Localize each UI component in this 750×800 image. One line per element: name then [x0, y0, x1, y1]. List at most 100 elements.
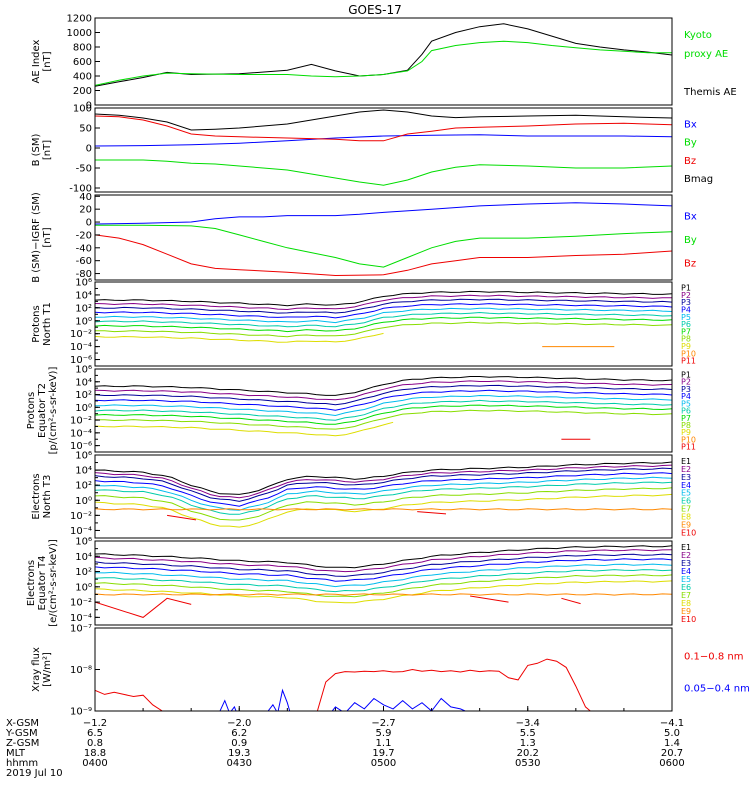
xray-plot-area	[95, 658, 592, 711]
pn-legend-entry: P2	[681, 291, 691, 300]
x-row-value: 0.9	[231, 738, 247, 749]
bigrf-ytick-label: 20	[79, 205, 92, 216]
pn-ytick-label: 10⁴	[75, 290, 92, 301]
x-row-value: 19.3	[228, 748, 250, 759]
pe-ylabel-line: Protons	[26, 392, 37, 429]
x-row-value: 5.0	[664, 728, 680, 739]
x-row-value: 20.7	[661, 748, 683, 759]
ee-frame	[94, 540, 673, 626]
en-plot-area	[95, 461, 672, 528]
x-row-value: 0600	[659, 758, 684, 769]
pn-ytick-label: 10⁻²	[70, 329, 92, 340]
ae-ylabel-line: AE Index	[31, 39, 42, 83]
en-legend-entry: E10	[681, 528, 696, 537]
en-ylabel: ElectronsNorth T3	[31, 473, 53, 519]
x-row-label: X-GSM	[6, 718, 39, 729]
bsm-ylabel: B (SM)[nT]	[31, 133, 53, 166]
bsm-frame	[94, 107, 673, 193]
en-segment-1	[167, 514, 197, 521]
en-legend-entry: E3	[681, 473, 691, 482]
pe-ytick-label: 10⁻⁶	[70, 441, 92, 452]
bigrf-ytick-label: -20	[76, 230, 92, 241]
en-legend-entry: E7	[681, 505, 691, 514]
pn-channel-2-line	[95, 294, 672, 311]
pn-channel-1-line	[95, 290, 672, 307]
bigrf-plot-area	[95, 202, 672, 277]
ee-legend-entry: E8	[681, 599, 691, 608]
bsm-ytick-label: 0	[86, 144, 92, 155]
xray-frame	[94, 627, 673, 712]
ee-channel-3-line	[95, 553, 672, 577]
en-channel-1-line	[95, 461, 672, 495]
ee-legend-entry: E5	[681, 575, 691, 584]
pn-plot-area	[95, 290, 672, 348]
pn-ylabel: ProtonsNorth T1	[31, 302, 53, 346]
en-legend-entry: E4	[681, 481, 691, 490]
xray-ytick-label: 10⁻⁷	[70, 624, 92, 635]
ae-plot-area	[95, 23, 672, 87]
bigrf-ytick-label: -80	[76, 269, 92, 280]
bsm-ytick-label: 100	[73, 104, 92, 115]
bsm-ytick-label: -50	[76, 164, 92, 175]
pe-channel-2-line	[95, 380, 672, 401]
bigrf-frame	[94, 194, 673, 281]
pe-legend-entry: P4	[681, 392, 691, 401]
bsm-ytick-label: 50	[79, 124, 92, 135]
ee-ylabel-line: [e/(cm²-s-sr-keV)]	[48, 539, 59, 627]
ee-legend-entry: E3	[681, 559, 691, 568]
pe-channel-5-line	[95, 394, 672, 417]
pn-legend-entry: P5	[681, 313, 691, 322]
en-channel-4-line	[95, 472, 672, 507]
pe-channel-1-line	[95, 376, 672, 396]
xray-series-1-line	[95, 658, 592, 711]
x-row-label: hhmm	[6, 758, 38, 769]
ae-ytick-label: 200	[73, 86, 92, 97]
pn-legend-entry: P7	[681, 327, 691, 336]
ee-legend-entry: E2	[681, 551, 691, 560]
xray-ylabel: Xray flux[W/m²]	[31, 647, 53, 692]
pe-frame	[94, 368, 673, 453]
en-channel-5-line	[95, 476, 672, 511]
pn-channel-7-line	[95, 316, 672, 333]
bsm-legend-entry: By	[684, 138, 697, 149]
ae-frame	[94, 17, 673, 106]
panel-bsm: -100 -50 0 50 100 B (SM)[nT] Bx By Bz Bmag	[31, 104, 713, 195]
pn-legend-entry: P4	[681, 305, 691, 314]
ae-ytick-label: 1200	[67, 14, 92, 25]
ee-ytick-label: 10⁰	[75, 582, 92, 593]
x-row-label: Y-GSM	[5, 728, 38, 739]
pn-ytick-label: 10⁰	[75, 316, 92, 327]
date-label: 2019 Jul 10	[6, 768, 63, 779]
bsm-legend-entry: Bx	[684, 119, 697, 130]
bsm-series-4-line	[95, 115, 672, 142]
pe-legend-entry: P6	[681, 407, 691, 416]
x-row-value: 1.3	[520, 738, 536, 749]
ae-ylabel-line: [nT]	[42, 51, 53, 71]
bsm-plot-area	[95, 109, 672, 186]
ee-plot-area	[95, 545, 672, 618]
ee-channel-6-line	[95, 569, 672, 593]
ae-series-2-line	[95, 40, 672, 86]
en-legend-entry: E2	[681, 465, 691, 474]
en-ylabel-line: North T3	[42, 475, 53, 519]
ee-legend-entry: E4	[681, 567, 691, 576]
pn-legend-entry: P9	[681, 342, 691, 351]
ae-ylabel: AE Index[nT]	[31, 39, 53, 83]
pe-channel-3-line	[95, 384, 672, 406]
panel-ee: 10⁻⁴ 10⁻² 10⁰ 10² 10⁴ 10⁶ ElectronsEquator T4[…	[26, 537, 696, 627]
pe-legend-entry: P5	[681, 399, 691, 408]
pn-legend-entry: P1	[681, 284, 691, 293]
xray-legend-entry: 0.05−0.4 nm	[684, 684, 750, 695]
bigrf-legend-entry: Bx	[684, 211, 697, 222]
xray-ylabel-line: [W/m²]	[42, 652, 53, 687]
pn-ylabel-line: Protons	[31, 305, 42, 342]
ee-channel-9-line	[95, 593, 672, 596]
pe-channel-8-line	[95, 409, 672, 430]
x-row-value: −3.4	[516, 718, 540, 729]
ae-series-1-line	[95, 23, 672, 87]
pn-legend-entry: P6	[681, 320, 691, 329]
xray-series-2-line	[219, 688, 467, 711]
ae-ytick-label: 400	[73, 72, 92, 83]
bigrf-ytick-label: 0	[86, 218, 92, 229]
